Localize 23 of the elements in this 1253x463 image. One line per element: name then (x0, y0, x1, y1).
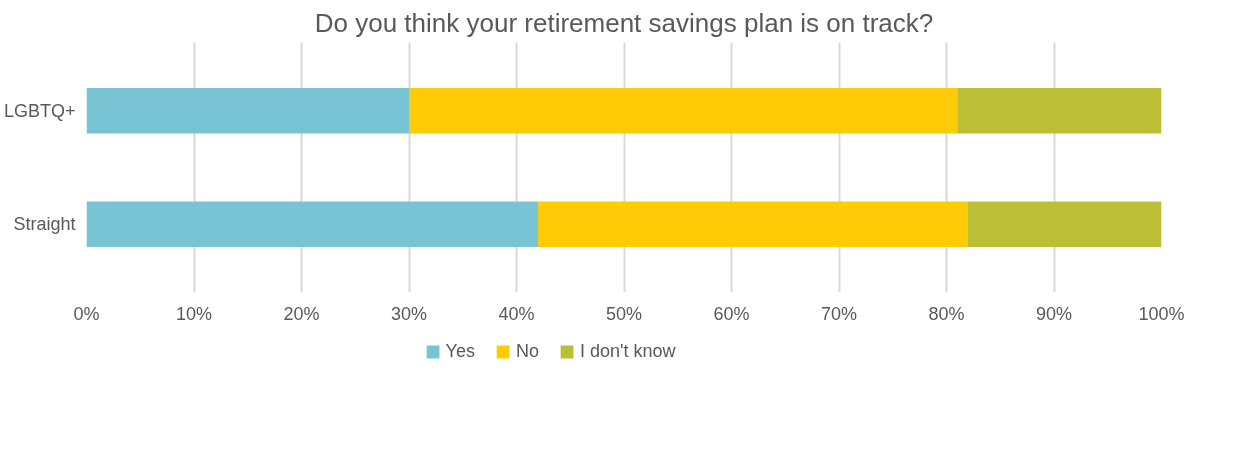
x-tick-label: 70% (820, 303, 858, 324)
legend-label: Yes (445, 340, 475, 362)
bar (409, 87, 958, 134)
x-tick-label: 100% (1138, 303, 1185, 324)
bar (968, 201, 1162, 248)
y-tick-label: Straight (13, 214, 76, 235)
chart-title: Do you think your retirement savings plan is on track? (314, 7, 934, 38)
x-tick-label: 40% (498, 303, 535, 324)
bar (86, 201, 538, 248)
y-tick-label: LGBTQ+ (3, 100, 76, 121)
x-tick-label: 10% (175, 303, 213, 324)
x-tick-label: 30% (390, 303, 428, 324)
x-tick-label: 50% (605, 303, 643, 324)
legend-label: No (515, 340, 539, 362)
legend-label: I don't know (579, 340, 676, 362)
x-tick-label: 90% (1035, 303, 1073, 324)
bar (86, 87, 409, 134)
x-tick-label: 80% (928, 303, 965, 324)
bar (538, 201, 968, 248)
bar (957, 87, 1162, 134)
x-tick-label: 60% (713, 303, 750, 324)
x-tick-label: 20% (283, 303, 320, 324)
x-tick-label: 0% (73, 303, 100, 324)
